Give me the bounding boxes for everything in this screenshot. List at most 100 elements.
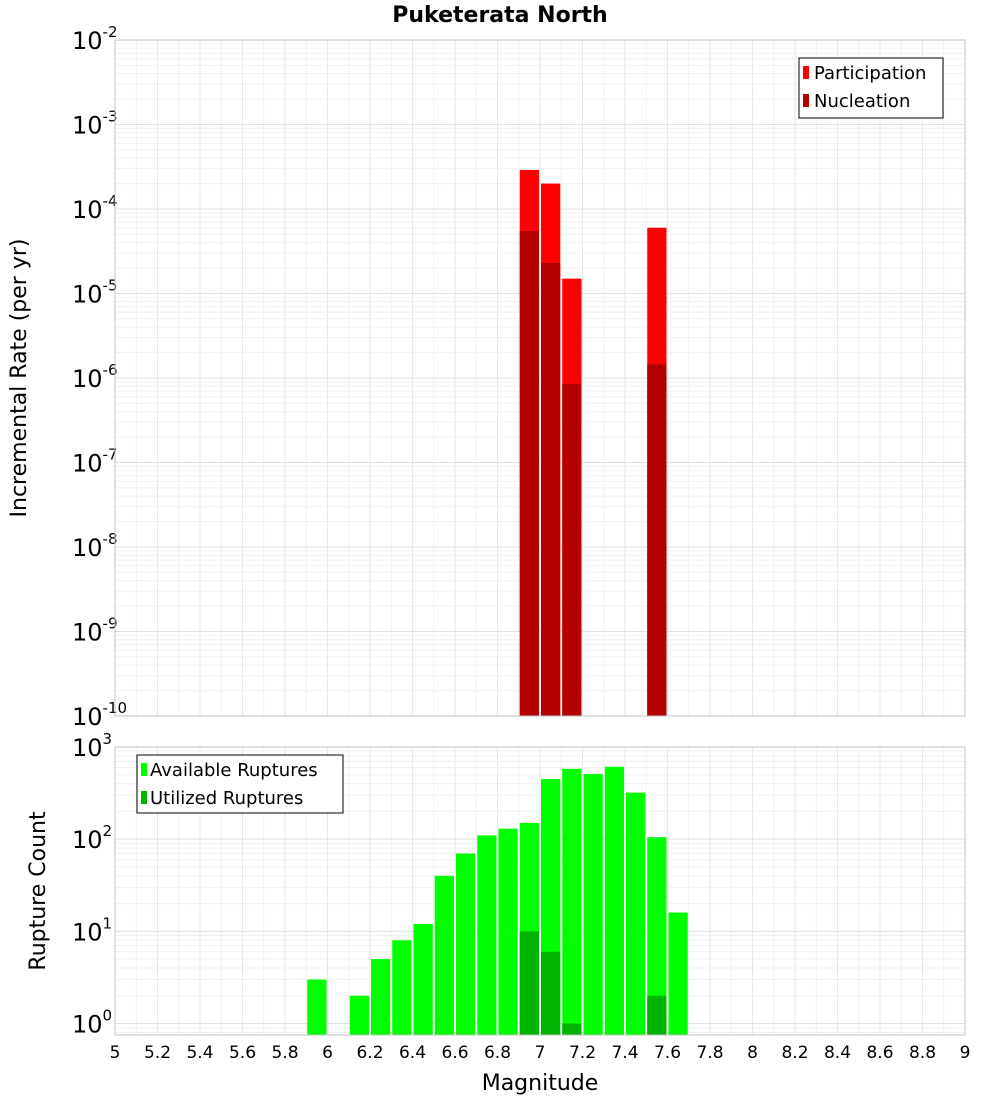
y-tick-exponent: 1: [103, 914, 113, 932]
x-tick-label: 7.8: [696, 1043, 723, 1063]
y-tick-exponent: 3: [103, 730, 113, 748]
bottom-legend-box: [136, 754, 344, 814]
bar-available-ruptures: [583, 773, 603, 1035]
x-tick-label: 9: [960, 1043, 971, 1063]
y-tick-base: 10: [72, 27, 103, 55]
bar-available-ruptures: [647, 837, 667, 1035]
y-tick-label: 103: [72, 730, 112, 762]
bar-utilized-ruptures: [647, 995, 667, 1035]
x-tick-label: 6.2: [356, 1043, 383, 1063]
x-tick-label: 8.6: [866, 1043, 893, 1063]
x-tick-label: 8: [747, 1043, 758, 1063]
bar-available-ruptures: [668, 912, 688, 1035]
y-tick-label: 10-9: [72, 615, 118, 647]
y-tick-exponent: -5: [103, 277, 118, 295]
bar-nucleation: [519, 230, 539, 717]
bar-available-ruptures: [349, 995, 369, 1035]
y-tick-base: 10: [72, 918, 103, 946]
y-tick-base: 10: [72, 703, 103, 731]
bar-available-ruptures: [307, 979, 327, 1035]
bar-available-ruptures: [456, 853, 476, 1035]
y-tick-label: 10-7: [72, 446, 118, 478]
y-tick-exponent: 0: [103, 1006, 113, 1024]
y-tick-label: 10-5: [72, 277, 118, 309]
y-tick-base: 10: [72, 112, 103, 140]
legend-label-utilized: Utilized Ruptures: [150, 788, 303, 809]
y-tick-label: 10-8: [72, 530, 118, 562]
bar-available-ruptures: [498, 828, 518, 1035]
y-tick-label: 10-4: [72, 192, 118, 224]
bar-available-ruptures: [626, 792, 646, 1035]
y-tick-base: 10: [72, 734, 103, 762]
y-tick-base: 10: [72, 196, 103, 224]
y-tick-label: 10-3: [72, 108, 118, 140]
y-tick-exponent: -9: [103, 615, 118, 633]
x-axis-label: Magnitude: [482, 1071, 599, 1096]
x-tick-label: 6.6: [441, 1043, 468, 1063]
y-tick-base: 10: [72, 534, 103, 562]
bar-available-ruptures: [434, 875, 454, 1035]
y-tick-exponent: -4: [103, 192, 118, 210]
bar-nucleation: [562, 383, 582, 716]
y-tick-base: 10: [72, 450, 103, 478]
top-legend-box: [798, 57, 944, 119]
y-tick-exponent: -7: [103, 446, 118, 464]
bar-available-ruptures: [604, 766, 624, 1035]
bar-available-ruptures: [413, 924, 433, 1035]
top-bars: [519, 169, 667, 717]
x-tick-label: 6.8: [484, 1043, 511, 1063]
bar-available-ruptures: [392, 940, 412, 1035]
x-tick-label: 5.2: [144, 1043, 171, 1063]
x-tick-labels: 5 5.2 5.4 5.6 5.8 6 6.2 6.4 6.6 6.8 7 7.2 7.4 7.6 7.8 8…: [110, 1043, 971, 1063]
bar-available-ruptures: [371, 959, 391, 1035]
x-tick-label: 8.2: [781, 1043, 808, 1063]
y-tick-base: 10: [72, 281, 103, 309]
top-gridlines: [115, 40, 965, 716]
x-tick-label: 7: [535, 1043, 546, 1063]
y-tick-exponent: -2: [103, 23, 118, 41]
top-plot-frame: [114, 39, 966, 717]
x-tick-label: 8.4: [824, 1043, 851, 1063]
bar-available-ruptures: [562, 768, 582, 1035]
bar-utilized-ruptures: [541, 951, 561, 1035]
y-tick-label: 10-10: [72, 699, 127, 731]
legend-label-nucleation: Nucleation: [814, 91, 910, 112]
bottom-bars: [307, 766, 688, 1035]
y-tick-exponent: 2: [103, 822, 113, 840]
y-tick-exponent: -3: [103, 108, 118, 126]
x-tick-label: 6: [322, 1043, 333, 1063]
x-tick-label: 6.4: [399, 1043, 426, 1063]
bar-nucleation: [541, 262, 561, 716]
y-tick-base: 10: [72, 1010, 103, 1038]
legend-swatch-nucleation: [803, 94, 809, 107]
chart-title: Puketerata North: [392, 3, 607, 28]
y-tick-exponent: -6: [103, 361, 118, 379]
x-tick-label: 7.4: [611, 1043, 638, 1063]
y-tick-label: 10-6: [72, 361, 118, 393]
x-tick-label: 7.2: [569, 1043, 596, 1063]
y-tick-label: 101: [72, 914, 112, 946]
legend-label-participation: Participation: [814, 63, 926, 84]
y-tick-label: 100: [72, 1006, 112, 1038]
bar-nucleation: [647, 364, 667, 716]
y-tick-label: 10-2: [72, 23, 118, 55]
legend-swatch-available: [141, 763, 147, 776]
y-tick-label: 102: [72, 822, 112, 854]
x-tick-label: 5.8: [271, 1043, 298, 1063]
x-tick-label: 5.6: [229, 1043, 256, 1063]
y-tick-exponent: -8: [103, 530, 118, 548]
bottom-y-axis-label: Rupture Count: [26, 811, 51, 971]
bar-available-ruptures: [477, 835, 497, 1035]
x-tick-label: 8.8: [909, 1043, 936, 1063]
top-legend: Participation Nucleation: [798, 57, 944, 119]
bottom-plot-frame: [114, 746, 966, 1036]
y-tick-base: 10: [72, 826, 103, 854]
bottom-legend: Available Ruptures Utilized Ruptures: [136, 754, 344, 814]
bar-utilized-ruptures: [562, 1023, 582, 1035]
bar-utilized-ruptures: [519, 931, 539, 1035]
top-y-axis-label: Incremental Rate (per yr): [7, 239, 32, 518]
x-tick-label: 7.6: [654, 1043, 681, 1063]
